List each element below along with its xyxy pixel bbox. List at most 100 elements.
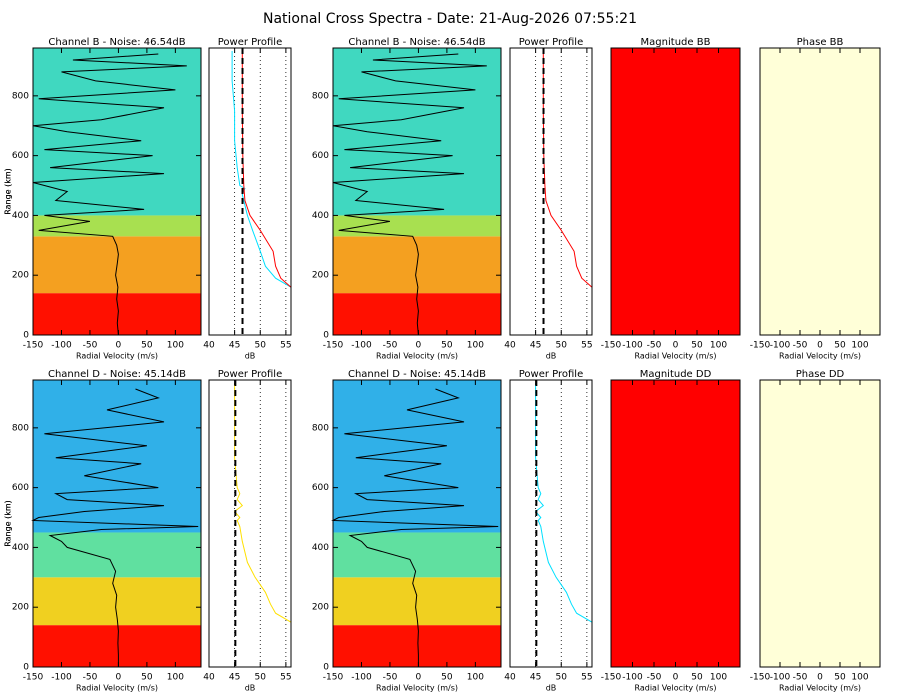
heatmap-band bbox=[760, 380, 880, 667]
x-tick-label: 100 bbox=[167, 673, 184, 683]
x-tick-label: 100 bbox=[851, 341, 868, 351]
x-tick-label: 100 bbox=[851, 673, 868, 683]
x-tick-label: 0 bbox=[673, 673, 679, 683]
x-axis-label: Radial Velocity (m/s) bbox=[76, 352, 158, 361]
x-tick-label: 50 bbox=[691, 673, 703, 683]
x-tick-label: 50 bbox=[834, 673, 846, 683]
panel-title: Power Profile bbox=[218, 369, 283, 380]
x-tick-label: -100 bbox=[622, 673, 643, 683]
y-tick-label: 200 bbox=[12, 271, 29, 281]
heatmap-band bbox=[333, 48, 501, 216]
x-axis-label: Radial Velocity (m/s) bbox=[634, 684, 716, 693]
x-tick-label: -150 bbox=[601, 673, 622, 683]
heatmap-band bbox=[33, 532, 201, 578]
y-axis-label: Range (km) bbox=[4, 168, 13, 215]
profile-line bbox=[534, 383, 593, 623]
x-tick-label: 0 bbox=[817, 341, 823, 351]
panel-title: Channel D - Noise: 45.14dB bbox=[348, 369, 486, 380]
x-tick-label: 55 bbox=[581, 673, 592, 683]
panel-title: Power Profile bbox=[519, 369, 584, 380]
x-tick-label: -50 bbox=[647, 673, 662, 683]
panel-title: Magnitude DD bbox=[640, 369, 712, 380]
y-tick-label: 400 bbox=[12, 211, 29, 221]
y-tick-label: 400 bbox=[12, 543, 29, 553]
x-axis-label: Radial Velocity (m/s) bbox=[634, 352, 716, 361]
x-tick-label: 45 bbox=[229, 341, 240, 351]
x-tick-label: 45 bbox=[530, 341, 541, 351]
panel-frame bbox=[32, 379, 202, 668]
x-tick-label: 50 bbox=[255, 673, 267, 683]
panel-title: Phase DD bbox=[796, 369, 845, 380]
x-axis-label: Radial Velocity (m/s) bbox=[376, 352, 458, 361]
y-tick-label: 600 bbox=[312, 483, 329, 493]
y-axis-label: Range (km) bbox=[4, 500, 13, 547]
y-tick-label: 800 bbox=[312, 423, 329, 433]
x-tick-label: 55 bbox=[280, 673, 291, 683]
panel-frame bbox=[509, 379, 593, 668]
y-tick-label: 600 bbox=[12, 483, 29, 493]
x-axis-label: Radial Velocity (m/s) bbox=[376, 684, 458, 693]
y-tick-label: 0 bbox=[23, 663, 29, 673]
y-tick-label: 0 bbox=[23, 331, 29, 341]
x-tick-label: 45 bbox=[530, 673, 541, 683]
y-axis-label: Range (km) bbox=[4, 168, 13, 215]
heatmap-band bbox=[333, 215, 501, 237]
x-tick-label: -100 bbox=[51, 341, 72, 351]
x-tick-label: 40 bbox=[203, 673, 215, 683]
x-axis-label: dB bbox=[546, 684, 557, 693]
x-tick-label: 0 bbox=[416, 341, 422, 351]
x-tick-label: -100 bbox=[351, 341, 372, 351]
panel-title: Magnitude BB bbox=[641, 37, 711, 48]
x-tick-label: -50 bbox=[793, 673, 808, 683]
x-tick-label: -50 bbox=[383, 341, 398, 351]
panel-title: Phase BB bbox=[797, 37, 844, 48]
x-axis-label: Radial Velocity (m/s) bbox=[779, 684, 861, 693]
y-tick-label: 800 bbox=[12, 91, 29, 101]
x-tick-label: 0 bbox=[116, 673, 122, 683]
x-tick-label: 40 bbox=[203, 341, 215, 351]
panel-title: Channel B - Noise: 46.54dB bbox=[348, 37, 485, 48]
heatmap-band bbox=[33, 380, 201, 533]
y-tick-label: 800 bbox=[12, 423, 29, 433]
x-tick-label: -100 bbox=[770, 673, 791, 683]
panel-frame bbox=[332, 47, 502, 336]
x-tick-label: 50 bbox=[556, 341, 568, 351]
heatmap-band bbox=[611, 380, 740, 667]
x-axis-label: Radial Velocity (m/s) bbox=[76, 684, 158, 693]
y-tick-label: 200 bbox=[312, 603, 329, 613]
x-tick-label: 40 bbox=[504, 673, 516, 683]
x-tick-label: 0 bbox=[817, 673, 823, 683]
panel-frame bbox=[32, 47, 202, 336]
x-tick-label: 100 bbox=[167, 341, 184, 351]
profile-line bbox=[542, 51, 593, 288]
y-tick-label: 800 bbox=[312, 91, 329, 101]
x-tick-label: -150 bbox=[750, 341, 771, 351]
profile-line bbox=[241, 51, 292, 288]
x-tick-label: -150 bbox=[601, 341, 622, 351]
x-tick-label: 100 bbox=[710, 673, 727, 683]
x-tick-label: 50 bbox=[141, 673, 153, 683]
heatmap-band bbox=[33, 215, 201, 237]
x-tick-label: 55 bbox=[581, 341, 592, 351]
x-tick-label: 0 bbox=[673, 341, 679, 351]
heatmap-band bbox=[611, 48, 740, 335]
heatmap-band bbox=[33, 48, 201, 216]
heatmap-band bbox=[33, 625, 201, 667]
x-tick-label: 100 bbox=[467, 673, 484, 683]
panel-title: Channel B - Noise: 46.54dB bbox=[48, 37, 185, 48]
y-tick-label: 200 bbox=[312, 271, 329, 281]
x-tick-label: 0 bbox=[116, 341, 122, 351]
profile-line bbox=[231, 51, 292, 288]
panel-title: Power Profile bbox=[218, 37, 283, 48]
heatmap-band bbox=[760, 48, 880, 335]
y-tick-label: 200 bbox=[12, 603, 29, 613]
x-tick-label: -150 bbox=[750, 673, 771, 683]
y-tick-label: 0 bbox=[323, 663, 329, 673]
x-tick-label: 50 bbox=[441, 673, 453, 683]
x-tick-label: -100 bbox=[770, 341, 791, 351]
x-tick-label: -50 bbox=[383, 673, 398, 683]
y-tick-label: 600 bbox=[12, 151, 29, 161]
panel-title: Power Profile bbox=[519, 37, 584, 48]
page-title: National Cross Spectra - Date: 21-Aug-20… bbox=[263, 11, 637, 27]
